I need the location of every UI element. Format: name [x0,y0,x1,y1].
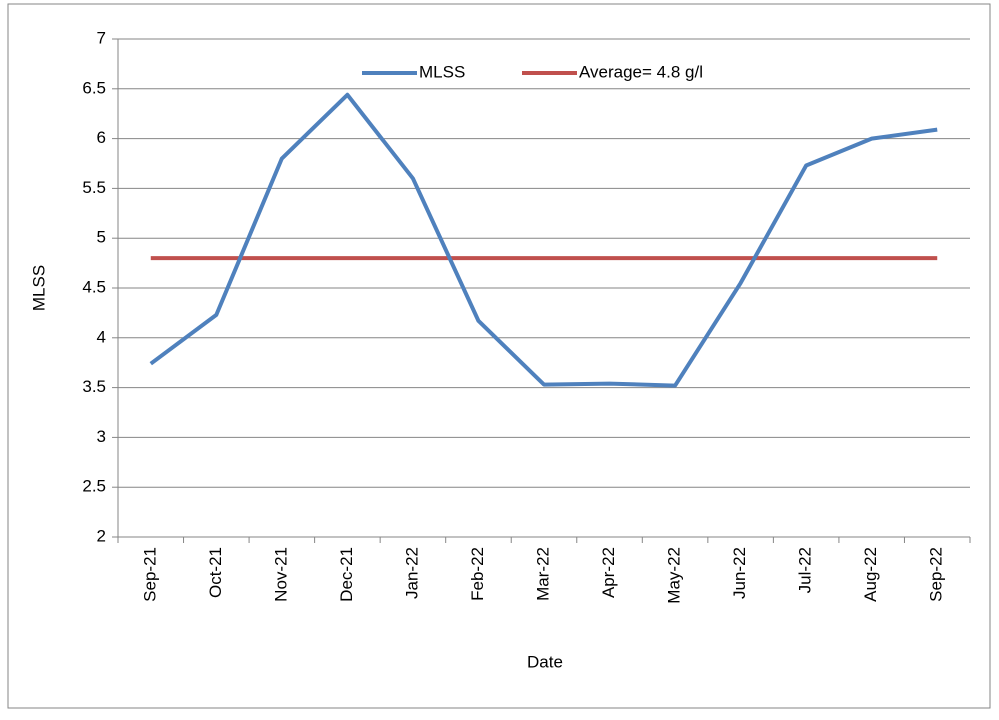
y-tick-label: 3 [97,427,106,446]
x-axis-label: Date [527,652,563,671]
y-tick-label: 5 [97,228,106,247]
x-tick-label: Jun-22 [730,547,749,599]
x-tick-label: Apr-22 [599,547,618,598]
y-tick-label: 2.5 [82,477,106,496]
y-tick-label: 4 [97,327,106,346]
y-tick-label: 3.5 [82,377,106,396]
legend-label: MLSS [419,62,465,81]
series-line [149,92,938,388]
chart-border [7,3,991,709]
y-axis-label: MLSS [29,265,48,311]
x-tick-label: Jul-22 [796,547,815,593]
y-tick-label: 6.5 [82,78,106,97]
x-tick-label: Aug-22 [861,547,880,602]
x-tick-label: Nov-21 [271,547,290,602]
x-tick-label: Jan-22 [402,547,421,599]
y-tick-label: 7 [97,28,106,47]
y-tick-label: 2 [97,526,106,545]
x-tick-label: Feb-22 [468,547,487,601]
x-tick-label: Sep-21 [140,547,159,602]
x-tick-label: Oct-21 [206,547,225,598]
y-tick-label: 6 [97,128,106,147]
x-tick-label: Dec-21 [337,547,356,602]
x-tick-label: May-22 [665,547,684,604]
y-tick-label: 5.5 [82,178,106,197]
y-tick-label: 4.5 [82,277,106,296]
x-tick-label: Mar-22 [533,547,552,601]
legend-label: Average= 4.8 g/l [579,62,703,81]
x-tick-label: Sep-22 [927,547,946,602]
